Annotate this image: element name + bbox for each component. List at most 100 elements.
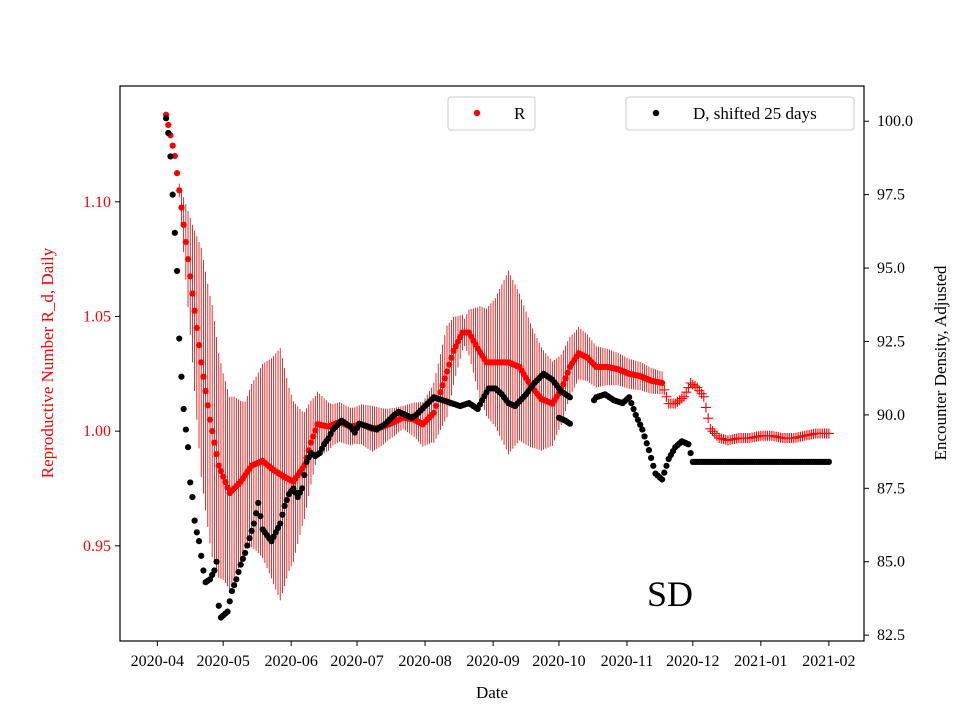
r-point (184, 256, 192, 263)
legend-r-label: R (514, 104, 526, 123)
x-tick-label: 2020-06 (265, 653, 318, 670)
legend-d: D, shifted 25 days (625, 96, 855, 131)
r-point (204, 402, 211, 409)
d-point (250, 520, 257, 527)
legend-d-label: D, shifted 25 days (693, 104, 817, 123)
x-tick-label: 2020-11 (601, 653, 654, 670)
d-point (187, 479, 194, 486)
r-point-cross (707, 426, 718, 437)
d-point (182, 426, 189, 433)
r-point (560, 381, 567, 388)
r-point (312, 427, 319, 434)
r-point-cross (714, 433, 725, 444)
d-point (279, 511, 286, 518)
d-point (281, 502, 288, 510)
d-point (226, 598, 233, 605)
r-point-cross (659, 384, 670, 395)
r-point (222, 478, 229, 486)
d-point (173, 267, 181, 275)
r-point (443, 368, 451, 375)
r-point-cross (681, 387, 692, 398)
r-point (202, 387, 209, 395)
d-point (241, 549, 249, 557)
left-y-tick-label: 1.00 (83, 423, 111, 440)
r-point-cross (705, 423, 716, 434)
r-point-cross (698, 391, 709, 402)
right-y-tick-label: 82.5 (877, 627, 905, 644)
d-series-layer (162, 115, 832, 621)
r-point (213, 450, 220, 458)
r-point (200, 373, 207, 380)
d-point (650, 462, 657, 469)
r-point (432, 402, 440, 410)
d-point (244, 542, 251, 549)
d-point (639, 426, 646, 433)
x-tick-label: 2020-08 (398, 653, 451, 670)
d-point (283, 496, 290, 504)
d-point (189, 494, 196, 501)
d-point (215, 602, 222, 609)
plot-frame (119, 85, 865, 642)
r-point (193, 324, 200, 332)
legend-r-marker (473, 109, 481, 117)
d-point (255, 499, 262, 507)
d-point (626, 394, 633, 401)
right-y-tick-label: 87.5 (877, 480, 905, 497)
r-point (165, 121, 172, 129)
r-point-cross (690, 381, 701, 392)
r-point (564, 369, 571, 376)
d-point (180, 405, 187, 413)
r-point-cross (661, 391, 672, 402)
r-point-cross (676, 393, 687, 404)
r-point (310, 433, 317, 440)
r-point (211, 439, 218, 446)
left-y-tick-label: 1.05 (83, 308, 111, 325)
r-point (217, 467, 225, 475)
r-point (441, 375, 448, 382)
r-series-layer (162, 111, 834, 497)
d-point (228, 587, 236, 595)
r-point (450, 347, 457, 354)
d-point (184, 444, 192, 451)
right-y-axis-label: Encounter Density, Adjusted (931, 265, 950, 460)
r-point (176, 187, 183, 194)
r-point (224, 484, 231, 491)
x-tick-label: 2020-07 (330, 653, 383, 670)
r-point (437, 389, 444, 396)
r-point (439, 382, 446, 389)
d-point (687, 449, 694, 457)
r-point-cross (703, 413, 714, 424)
d-point (178, 373, 185, 380)
r-point (180, 221, 187, 228)
r-point (169, 142, 176, 149)
right-y-tick-label: 97.5 (877, 187, 905, 204)
d-point (643, 440, 650, 447)
left-y-tick-label: 1.10 (83, 194, 111, 211)
d-point (685, 441, 692, 448)
d-point (235, 568, 242, 576)
d-point (630, 405, 637, 413)
r-point-cross (700, 402, 711, 413)
legend-r: R (447, 96, 536, 131)
r-point (215, 462, 222, 469)
d-point (162, 115, 170, 122)
d-point (248, 527, 255, 534)
d-point (566, 420, 574, 427)
d-point (632, 411, 639, 418)
d-point (257, 513, 264, 520)
r-point (209, 428, 216, 435)
d-point (224, 608, 231, 615)
d-point (195, 538, 203, 545)
r-point (457, 334, 464, 341)
r-point (173, 170, 181, 177)
right-y-tick-label: 95.0 (877, 260, 905, 277)
left-y-axis-label: Reproductive Number R_d, Daily (38, 247, 57, 478)
d-point (641, 433, 648, 440)
r-point (448, 354, 455, 361)
left-y-tick-label: 0.95 (83, 538, 111, 555)
d-point (246, 535, 253, 542)
r-point (182, 238, 189, 246)
right-y-axis: 82.5 85.0 87.5 90.0 92.5 95.0 97.5 100.0 (864, 113, 913, 644)
d-point (637, 421, 644, 428)
left-y-axis: 0.95 1.00 1.05 1.10 (83, 194, 120, 555)
